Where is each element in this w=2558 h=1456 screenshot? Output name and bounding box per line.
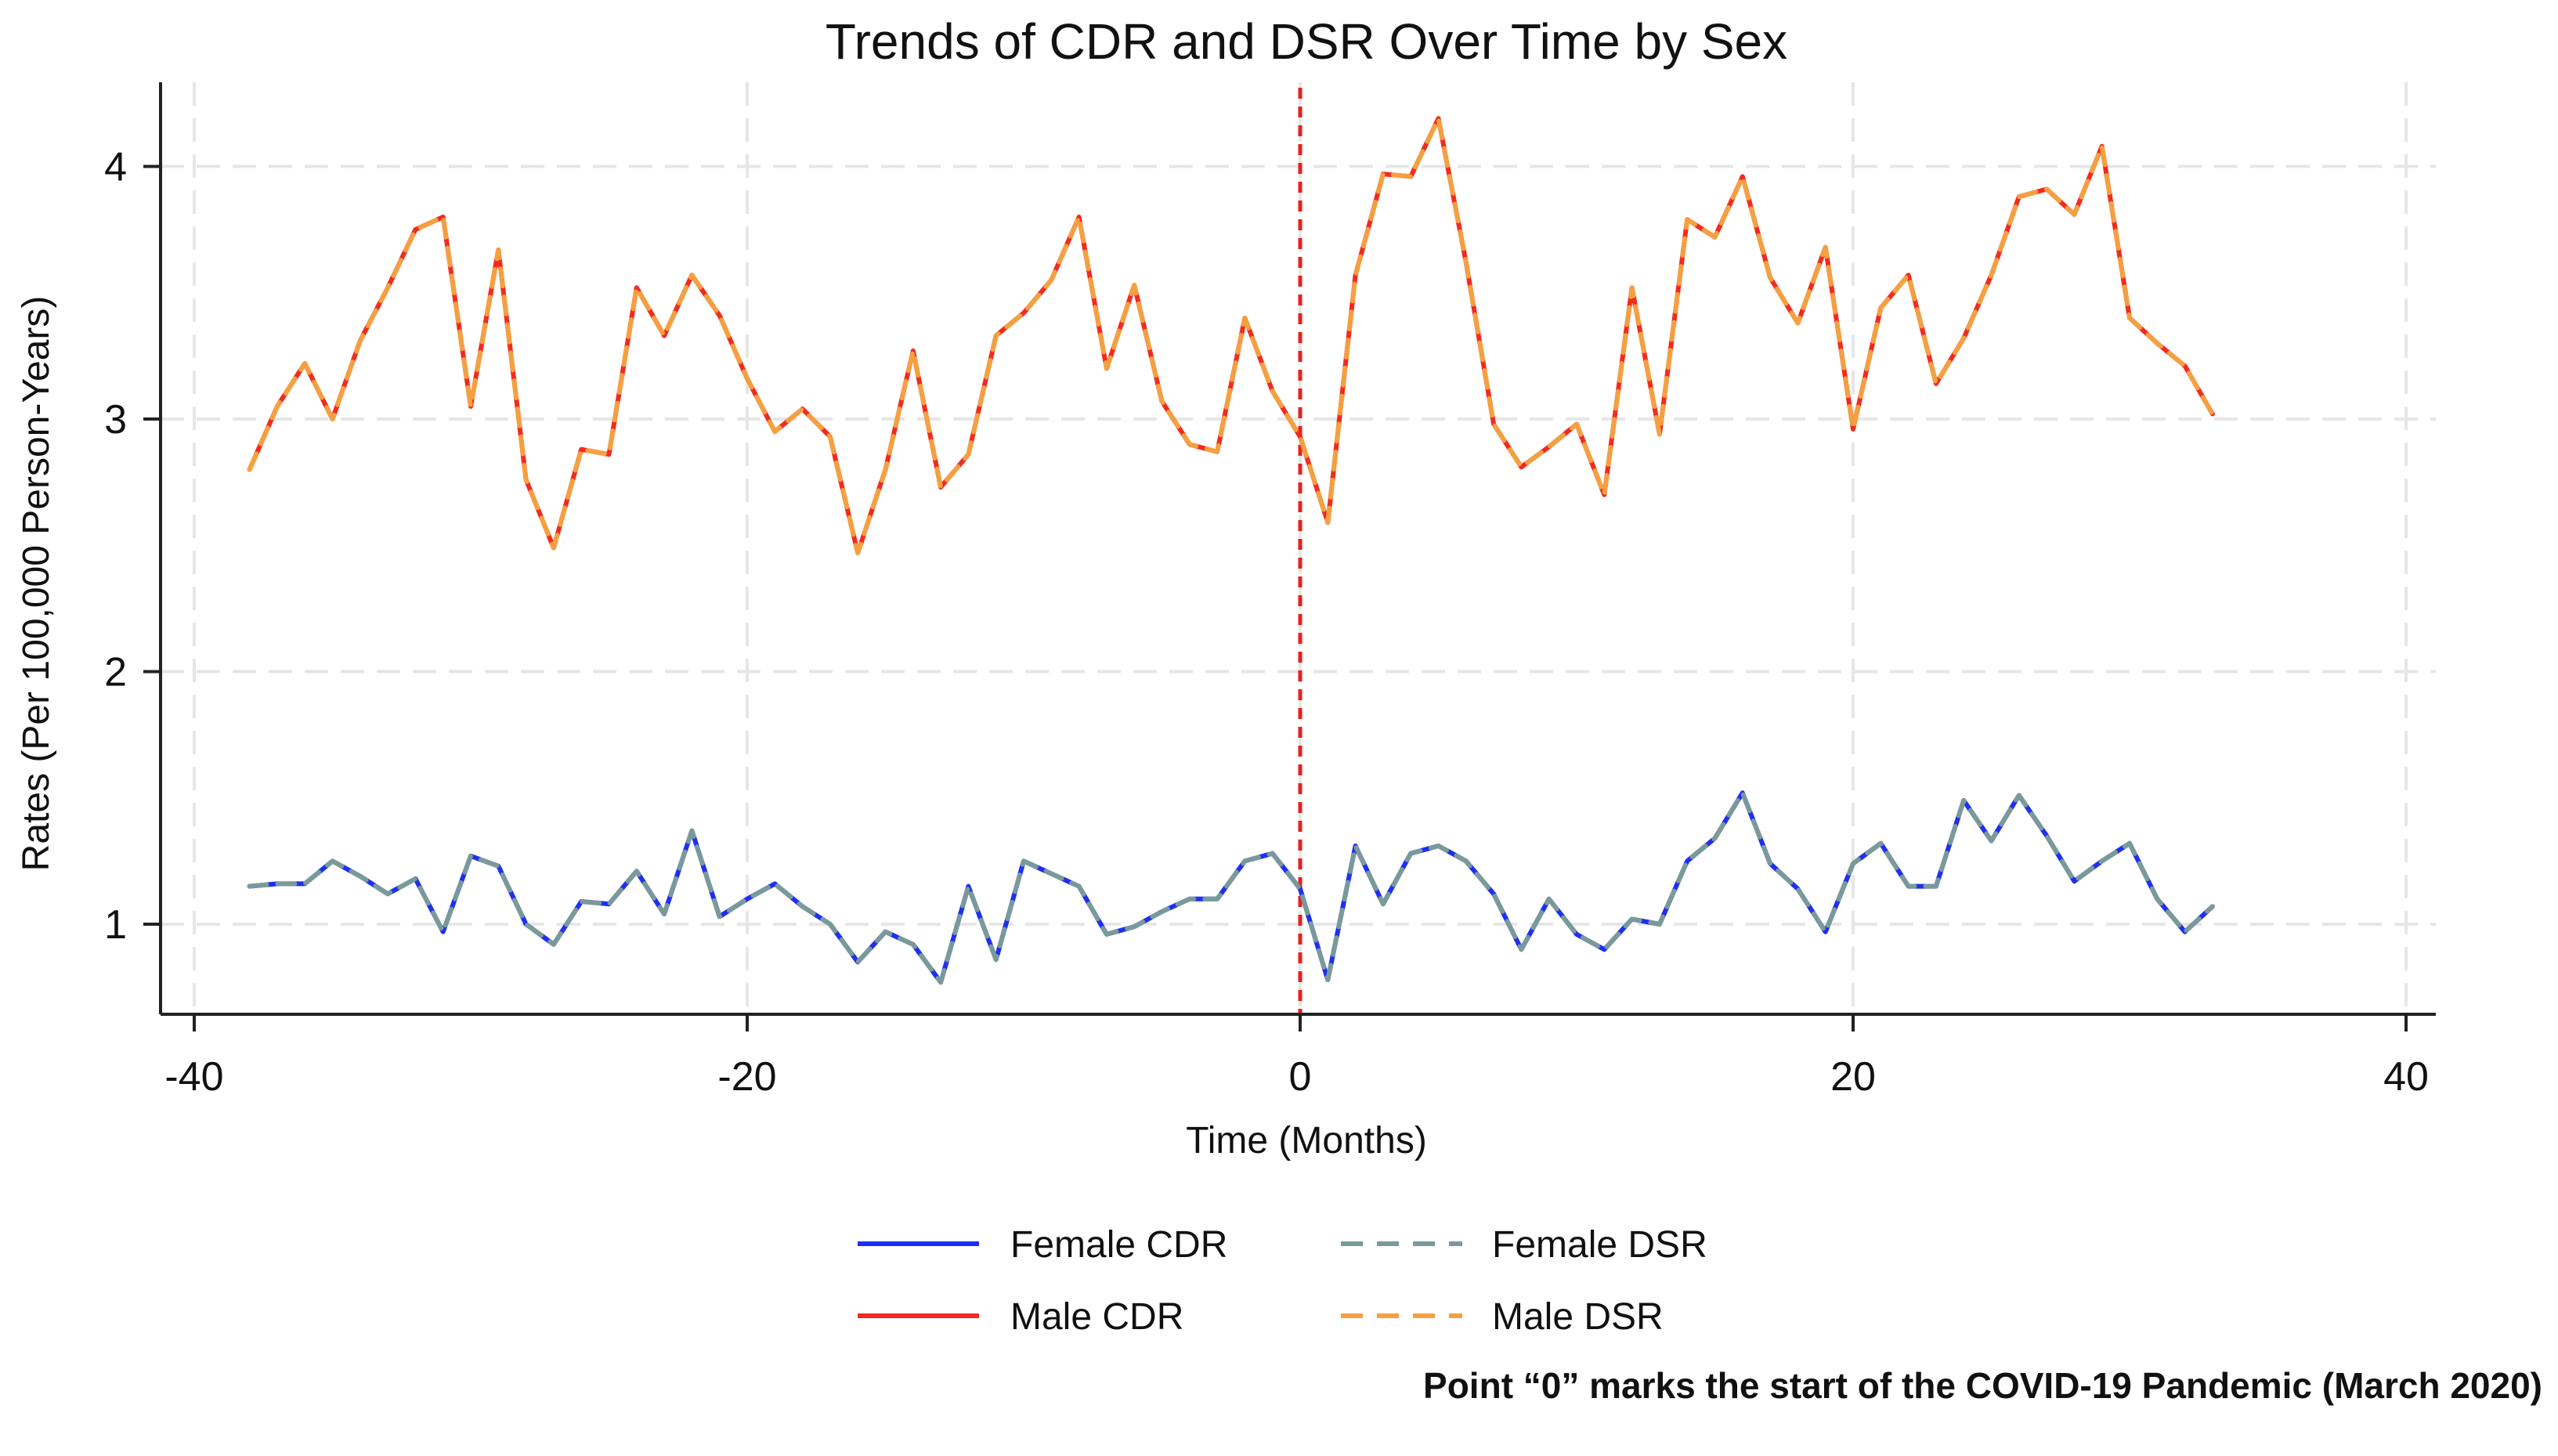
series-line-male-cdr bbox=[247, 116, 2215, 555]
y-tick-label: 2 bbox=[104, 650, 127, 695]
x-tick-label: 40 bbox=[2383, 1054, 2429, 1100]
grid-lines bbox=[161, 82, 2436, 1014]
x-axis-label: Time (Months) bbox=[1186, 1120, 1427, 1162]
y-tick-label: 3 bbox=[104, 397, 127, 443]
chart-title: Trends of CDR and DSR Over Time by Sex bbox=[826, 13, 1787, 70]
legend: Female CDR Female DSR Male CDR Male DSR bbox=[858, 1224, 1707, 1338]
series-line-female-dsr bbox=[247, 790, 2215, 985]
series-line-male-dsr bbox=[247, 116, 2215, 555]
axes bbox=[159, 82, 2436, 1016]
legend-label-female-cdr: Female CDR bbox=[1010, 1224, 1227, 1266]
y-tick-label: 1 bbox=[104, 902, 127, 948]
x-tick-label: 0 bbox=[1289, 1054, 1312, 1100]
x-tick-label: -20 bbox=[717, 1054, 776, 1100]
legend-label-male-cdr: Male CDR bbox=[1010, 1296, 1183, 1338]
series-line-female-cdr bbox=[247, 790, 2215, 985]
y-axis-label: Rates (Per 100,000 Person-Years) bbox=[16, 296, 57, 872]
y-tick-label: 4 bbox=[104, 145, 127, 190]
pandemic-annotation: Point “0” marks the start of the COVID-1… bbox=[1423, 1365, 2542, 1406]
legend-label-male-dsr: Male DSR bbox=[1492, 1296, 1664, 1338]
series-lines bbox=[247, 116, 2215, 985]
x-tick-label: 20 bbox=[1830, 1054, 1876, 1100]
x-tick-label: -40 bbox=[164, 1054, 223, 1100]
tick-labels: -40 -20 0 20 40 1 2 3 4 bbox=[104, 145, 2429, 1100]
legend-label-female-dsr: Female DSR bbox=[1492, 1224, 1707, 1266]
